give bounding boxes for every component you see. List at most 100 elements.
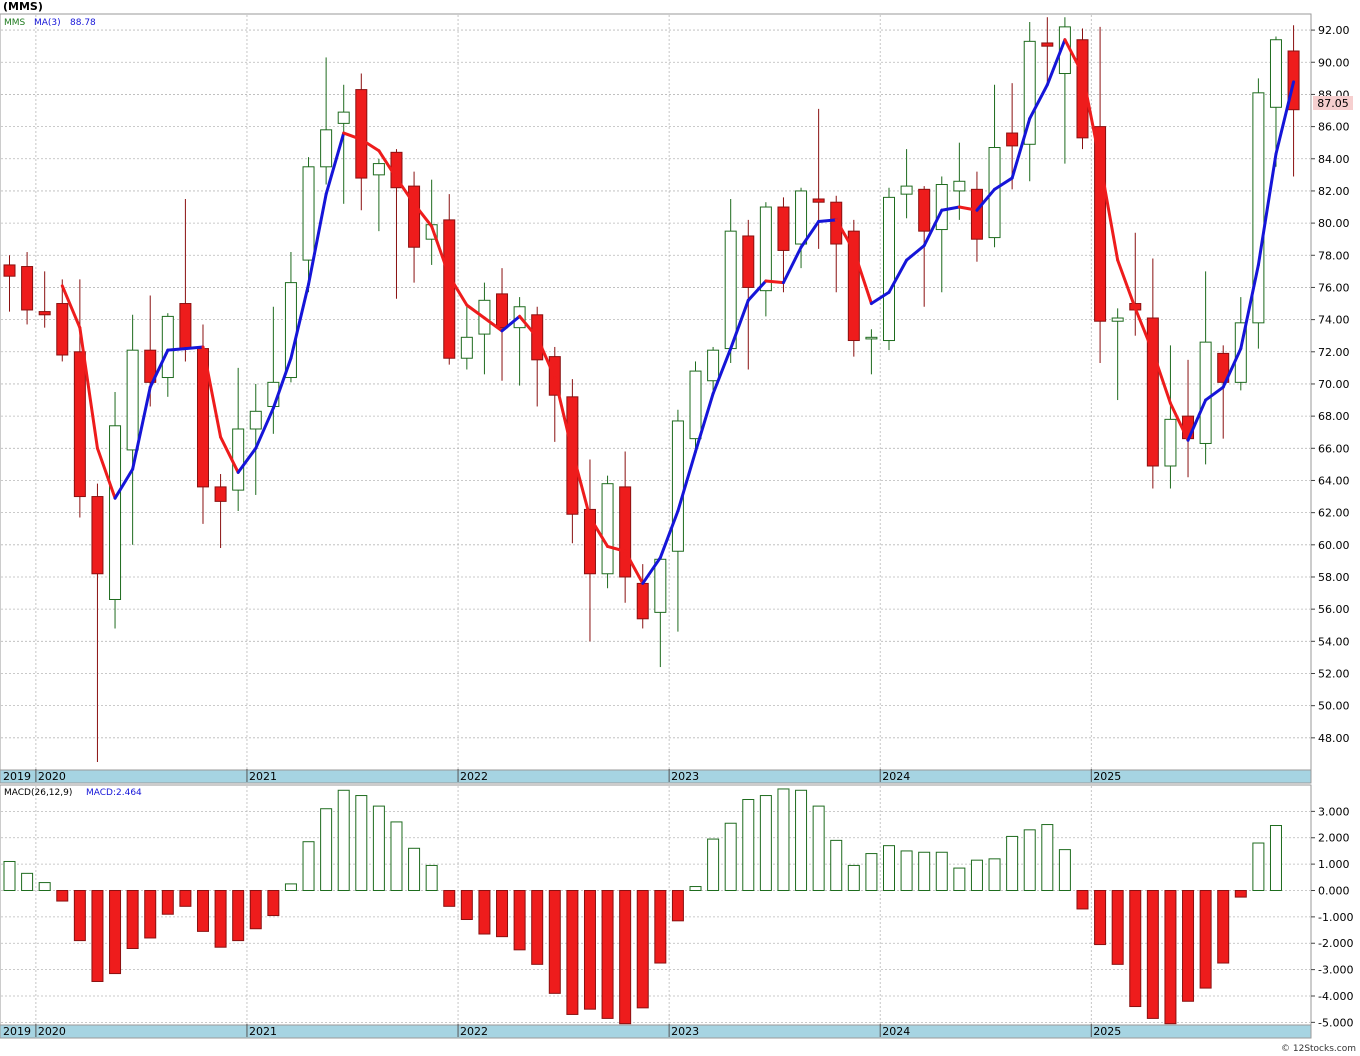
candle-body xyxy=(38,311,51,316)
macd-bar xyxy=(1199,889,1212,989)
ma-segment xyxy=(729,298,750,351)
price-tick-label: 58.00 xyxy=(1318,571,1350,584)
ma-segment xyxy=(1028,83,1049,121)
macd-bar xyxy=(38,882,51,891)
ma-segment xyxy=(289,282,311,360)
macd-value-label: MACD:2.464 xyxy=(86,788,142,798)
macd-bar xyxy=(847,864,860,891)
price-panel: 48.00 50.00 52.00 54.00 56.00 58.00 60.00 62.00… xyxy=(0,13,1353,771)
macd-bar xyxy=(830,839,843,891)
macd-bar xyxy=(408,847,421,891)
candle-body xyxy=(302,166,315,261)
price-tick-label: 76.00 xyxy=(1318,281,1350,294)
ma-segment xyxy=(201,345,223,439)
macd-bar xyxy=(1076,889,1089,910)
price-tick-label: 84.00 xyxy=(1318,153,1350,166)
macd-bar xyxy=(1058,849,1071,891)
macd-bar xyxy=(214,889,227,948)
year-label: 2024 xyxy=(882,1025,910,1038)
candle-body xyxy=(689,370,702,440)
ma-segment xyxy=(95,446,117,500)
ma-segment xyxy=(852,248,873,306)
macd-bar xyxy=(988,858,1001,891)
year-label: 2025 xyxy=(1093,1025,1121,1038)
price-tick-label: 50.00 xyxy=(1318,700,1350,713)
price-year-band-bg xyxy=(0,769,1312,784)
ma-segment xyxy=(1221,347,1243,389)
year-label: 2022 xyxy=(460,770,488,783)
candle-body xyxy=(443,219,456,359)
macd-bar xyxy=(1182,889,1195,1002)
ma-segment xyxy=(641,556,662,585)
candle-body xyxy=(900,185,913,195)
ma-segment xyxy=(922,208,944,248)
ma-segment xyxy=(623,549,645,585)
ma-segment xyxy=(781,245,803,285)
ma-segment xyxy=(940,205,961,212)
year-label: 2020 xyxy=(38,1025,66,1038)
candle-body xyxy=(1023,40,1036,145)
price-year-band: 2019 2020 2021 2022 2023 2024 2025 xyxy=(0,769,1312,784)
price-tick-label: 82.00 xyxy=(1318,185,1350,198)
ma-segment xyxy=(799,219,821,249)
macd-bar xyxy=(478,889,491,935)
macd-bar xyxy=(56,889,69,902)
ma-segment xyxy=(1080,72,1102,164)
candle-body xyxy=(249,410,262,430)
macd-bar xyxy=(249,889,262,930)
candle-body xyxy=(777,206,790,251)
macd-bar xyxy=(636,889,649,1009)
price-tick-label: 64.00 xyxy=(1318,474,1350,487)
year-label: 2019 xyxy=(3,770,31,783)
ma-segment xyxy=(817,218,838,223)
candle-body xyxy=(1199,341,1212,444)
candle-body xyxy=(355,89,368,179)
ma-segment xyxy=(78,326,99,450)
macd-tick-label: 3.000 xyxy=(1318,805,1350,818)
ma-segment xyxy=(1010,117,1032,180)
macd-bar xyxy=(707,838,720,891)
site-credit: © 12Stocks.com xyxy=(1281,1044,1356,1054)
candle-body xyxy=(460,336,473,359)
candle-body xyxy=(795,190,808,245)
ma-segment xyxy=(764,279,785,285)
macd-bars[interactable] xyxy=(3,788,1282,1025)
macd-bar xyxy=(777,788,790,891)
macd-tick-label: -5.000 xyxy=(1318,1016,1353,1029)
ma-segment xyxy=(1204,385,1225,402)
price-candles[interactable] xyxy=(3,17,1300,762)
candle-body xyxy=(21,266,34,311)
macd-bar xyxy=(795,789,808,891)
candle-body xyxy=(865,336,878,340)
macd-bar xyxy=(1111,889,1124,965)
macd-bar xyxy=(883,845,895,891)
macd-bar xyxy=(73,889,86,942)
candle-body xyxy=(1006,132,1019,147)
macd-bar xyxy=(126,889,139,950)
macd-bar xyxy=(1164,889,1177,1025)
ma-segment xyxy=(359,137,381,153)
last-price-tag: 87.05 xyxy=(1313,96,1353,110)
candle-body xyxy=(988,147,1001,239)
macd-bar xyxy=(531,889,544,965)
ma-segment xyxy=(465,303,486,320)
macd-bar xyxy=(443,889,456,907)
macd-bar xyxy=(179,889,192,907)
macd-bar xyxy=(320,808,333,891)
price-tick-label: 68.00 xyxy=(1318,410,1350,423)
price-tick-label: 78.00 xyxy=(1318,249,1350,262)
macd-bar xyxy=(601,889,614,1019)
price-y-axis: 48.00 50.00 52.00 54.00 56.00 58.00 60.00 62.00… xyxy=(1311,24,1350,745)
candle-body xyxy=(1252,92,1265,324)
candle-body xyxy=(953,180,966,192)
candle-body xyxy=(232,428,245,491)
macd-bar xyxy=(496,889,509,938)
price-tick-label: 92.00 xyxy=(1318,24,1350,37)
price-tick-label: 80.00 xyxy=(1318,217,1350,230)
macd-tick-label: 1.000 xyxy=(1318,858,1350,871)
price-tick-label: 56.00 xyxy=(1318,603,1350,616)
macd-bar xyxy=(91,889,104,982)
candle-body xyxy=(408,185,421,248)
ma-segment xyxy=(553,376,574,454)
macd-bar xyxy=(390,821,403,891)
